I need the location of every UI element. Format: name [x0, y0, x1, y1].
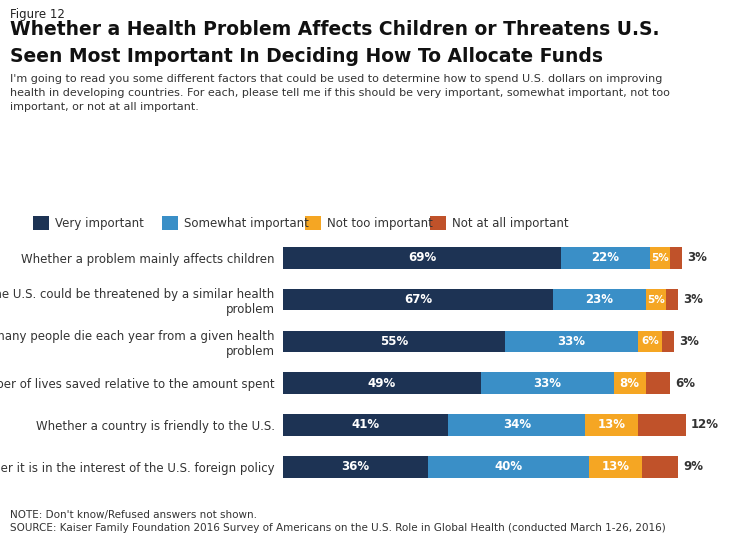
- Bar: [650, 247, 670, 269]
- Bar: [589, 456, 642, 478]
- Bar: [670, 247, 682, 269]
- Text: Very important: Very important: [55, 217, 144, 230]
- Text: FAMILY: FAMILY: [645, 517, 693, 530]
- Bar: [505, 331, 638, 352]
- Text: I'm going to read you some different factors that could be used to determine how: I'm going to read you some different fac…: [10, 74, 670, 112]
- Bar: [642, 456, 678, 478]
- Bar: [283, 372, 481, 394]
- Bar: [283, 247, 561, 269]
- Text: 22%: 22%: [592, 251, 620, 264]
- Text: Figure 12: Figure 12: [10, 8, 65, 21]
- Bar: [283, 414, 448, 436]
- Bar: [638, 414, 686, 436]
- Text: 36%: 36%: [342, 460, 370, 473]
- Text: 12%: 12%: [691, 418, 719, 431]
- Text: 3%: 3%: [683, 293, 703, 306]
- Bar: [646, 372, 670, 394]
- Bar: [561, 247, 650, 269]
- Bar: [646, 289, 666, 310]
- Text: Not too important: Not too important: [327, 217, 433, 230]
- Bar: [585, 414, 638, 436]
- Text: KAISER: KAISER: [643, 505, 695, 518]
- Text: 3%: 3%: [687, 251, 707, 264]
- Text: Not at all important: Not at all important: [452, 217, 569, 230]
- Text: SOURCE: Kaiser Family Foundation 2016 Survey of Americans on the U.S. Role in Gl: SOURCE: Kaiser Family Foundation 2016 Su…: [10, 523, 665, 533]
- Text: 3%: 3%: [679, 335, 699, 348]
- Text: 33%: 33%: [557, 335, 585, 348]
- Text: 13%: 13%: [598, 418, 625, 431]
- Text: Seen Most Important In Deciding How To Allocate Funds: Seen Most Important In Deciding How To A…: [10, 47, 603, 66]
- Text: 23%: 23%: [586, 293, 614, 306]
- Bar: [666, 289, 678, 310]
- Text: 8%: 8%: [620, 377, 639, 390]
- Bar: [283, 456, 428, 478]
- Text: 40%: 40%: [495, 460, 523, 473]
- Bar: [638, 331, 662, 352]
- Text: 13%: 13%: [602, 460, 630, 473]
- Text: THE HENRY J.: THE HENRY J.: [648, 498, 689, 503]
- Text: NOTE: Don't know/Refused answers not shown.: NOTE: Don't know/Refused answers not sho…: [10, 510, 257, 520]
- Text: FOUNDATION: FOUNDATION: [648, 532, 689, 537]
- Bar: [428, 456, 589, 478]
- Text: 33%: 33%: [533, 377, 561, 390]
- Text: Whether a Health Problem Affects Children or Threatens U.S.: Whether a Health Problem Affects Childre…: [10, 20, 659, 39]
- Text: 5%: 5%: [647, 295, 664, 305]
- Bar: [448, 414, 585, 436]
- Text: 9%: 9%: [683, 460, 703, 473]
- Text: 41%: 41%: [351, 418, 380, 431]
- Text: 67%: 67%: [404, 293, 432, 306]
- Bar: [553, 289, 646, 310]
- Bar: [662, 331, 674, 352]
- Text: 6%: 6%: [675, 377, 695, 390]
- Bar: [283, 289, 553, 310]
- Text: 34%: 34%: [503, 418, 531, 431]
- Text: 5%: 5%: [651, 253, 669, 263]
- Text: 55%: 55%: [380, 335, 408, 348]
- Text: 69%: 69%: [408, 251, 436, 264]
- Bar: [283, 331, 505, 352]
- Bar: [481, 372, 614, 394]
- Text: 49%: 49%: [368, 377, 396, 390]
- Text: Somewhat important: Somewhat important: [184, 217, 309, 230]
- Bar: [614, 372, 646, 394]
- Text: 6%: 6%: [641, 337, 659, 347]
